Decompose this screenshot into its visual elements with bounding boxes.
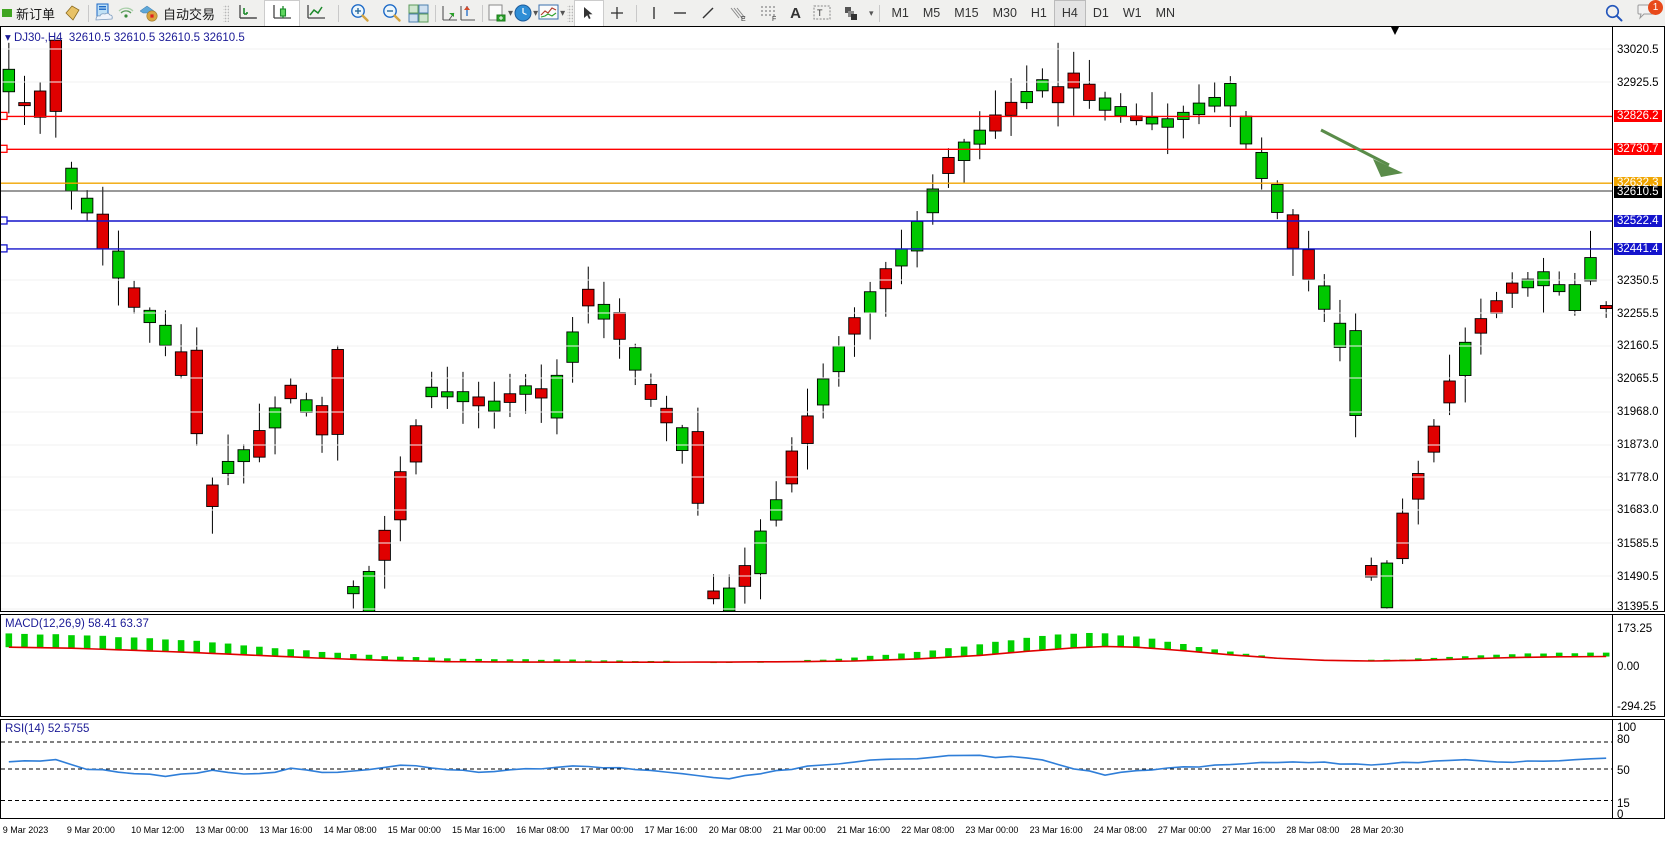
- svg-text:E: E: [741, 16, 746, 22]
- svg-text:F: F: [772, 16, 776, 21]
- svg-text:T: T: [817, 8, 823, 18]
